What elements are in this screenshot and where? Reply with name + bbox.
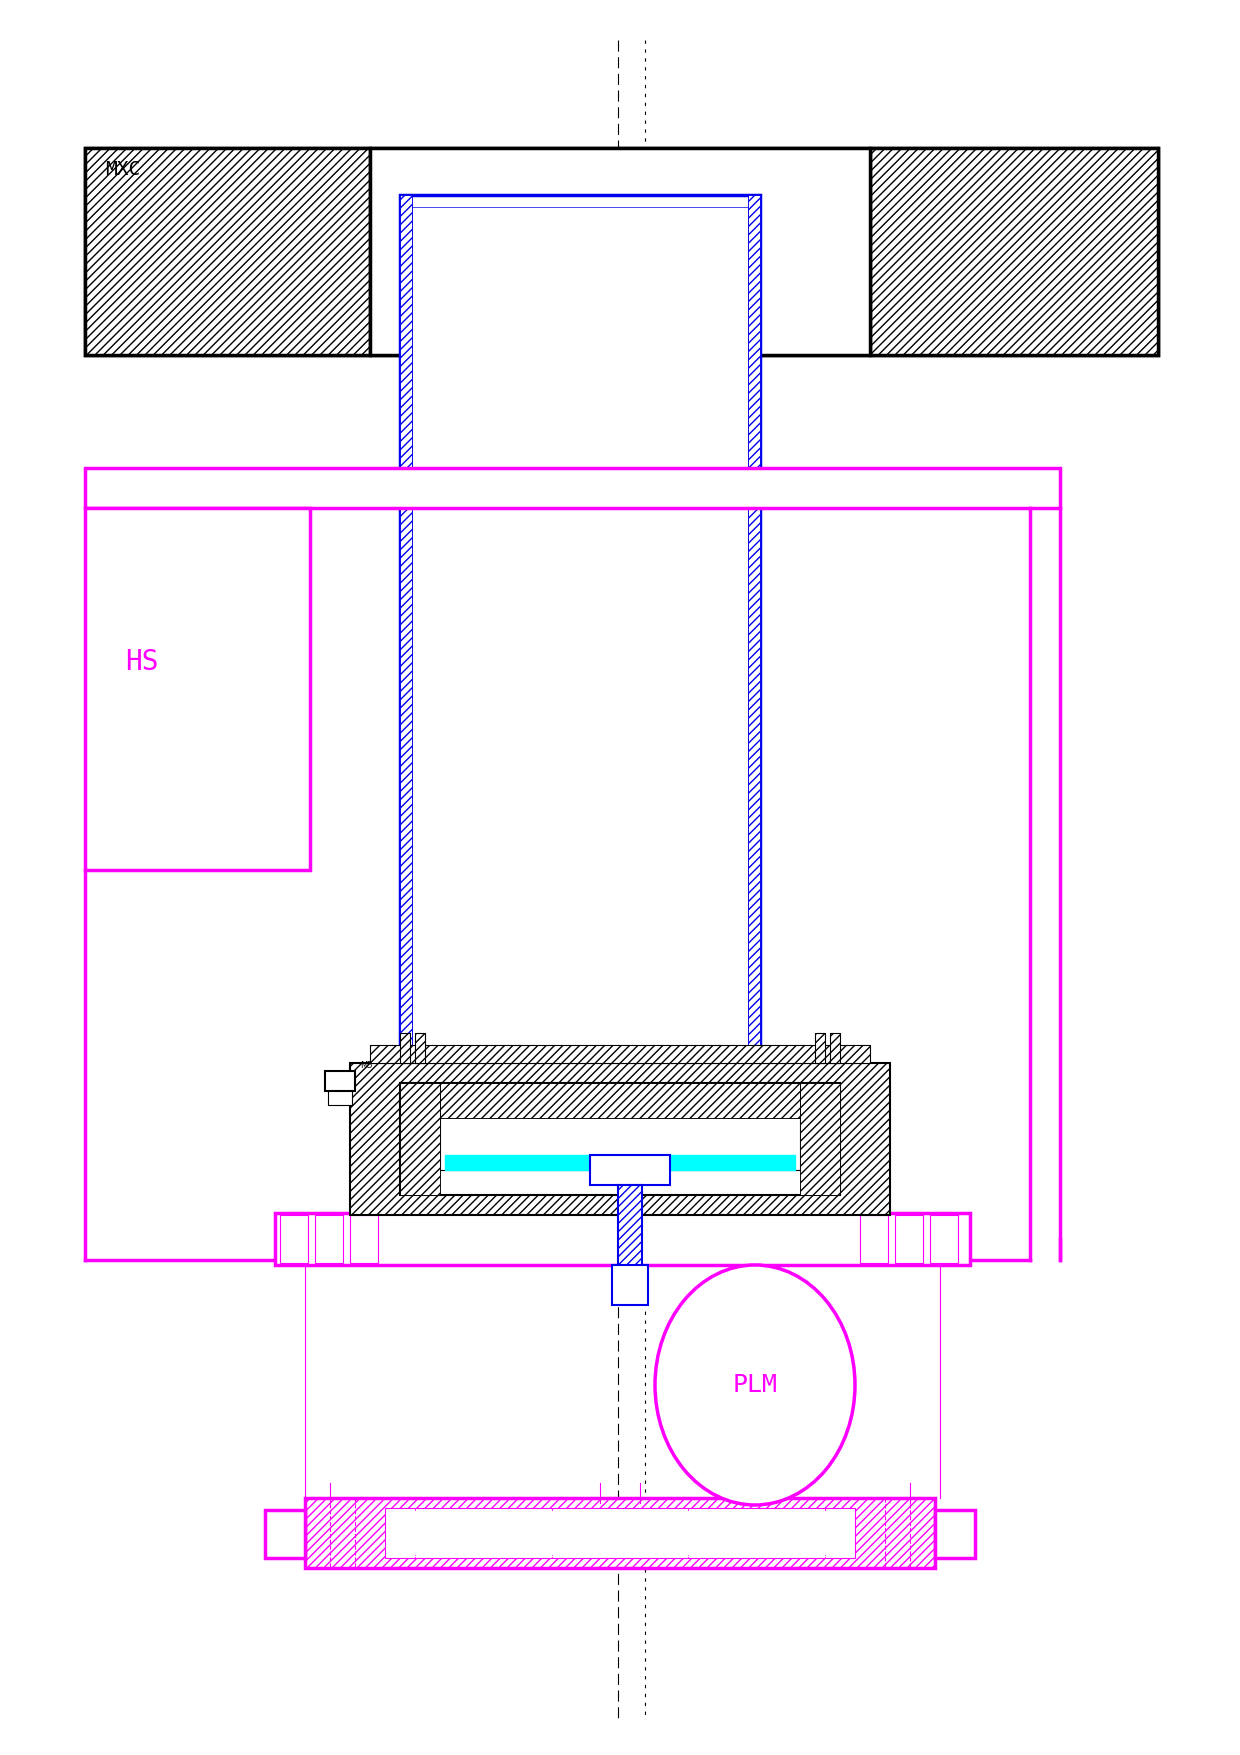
Polygon shape xyxy=(350,1214,378,1264)
Polygon shape xyxy=(401,195,412,1065)
Text: M5: M5 xyxy=(360,1062,372,1071)
Polygon shape xyxy=(748,195,760,1065)
Polygon shape xyxy=(350,1064,890,1214)
Polygon shape xyxy=(86,147,1158,355)
Polygon shape xyxy=(370,147,870,355)
Polygon shape xyxy=(590,1155,670,1185)
Polygon shape xyxy=(86,507,310,870)
Polygon shape xyxy=(930,1214,959,1264)
Polygon shape xyxy=(445,1155,795,1171)
Polygon shape xyxy=(440,1113,800,1171)
Polygon shape xyxy=(384,1508,856,1558)
Polygon shape xyxy=(830,1034,839,1064)
Polygon shape xyxy=(613,1265,649,1306)
Polygon shape xyxy=(325,1071,355,1092)
Polygon shape xyxy=(440,1083,800,1118)
Polygon shape xyxy=(415,1034,425,1064)
Polygon shape xyxy=(861,1214,888,1264)
Polygon shape xyxy=(401,1083,440,1195)
Polygon shape xyxy=(370,1044,870,1064)
Polygon shape xyxy=(391,1511,849,1555)
Polygon shape xyxy=(305,1499,935,1567)
Polygon shape xyxy=(935,1509,975,1558)
Text: HS: HS xyxy=(125,648,159,676)
Polygon shape xyxy=(401,1083,839,1195)
Polygon shape xyxy=(815,1034,825,1064)
Polygon shape xyxy=(86,469,1060,507)
Text: MXC: MXC xyxy=(105,160,140,179)
Polygon shape xyxy=(870,147,1158,355)
Polygon shape xyxy=(265,1509,305,1558)
Text: PLM: PLM xyxy=(733,1372,777,1397)
Polygon shape xyxy=(412,207,748,1065)
Polygon shape xyxy=(275,1213,970,1265)
Ellipse shape xyxy=(655,1265,856,1506)
Polygon shape xyxy=(895,1214,923,1264)
Polygon shape xyxy=(618,1185,642,1285)
Polygon shape xyxy=(401,1034,410,1064)
Polygon shape xyxy=(800,1083,839,1195)
Polygon shape xyxy=(329,1092,352,1106)
Polygon shape xyxy=(280,1214,308,1264)
Polygon shape xyxy=(315,1214,343,1264)
Polygon shape xyxy=(86,147,370,355)
